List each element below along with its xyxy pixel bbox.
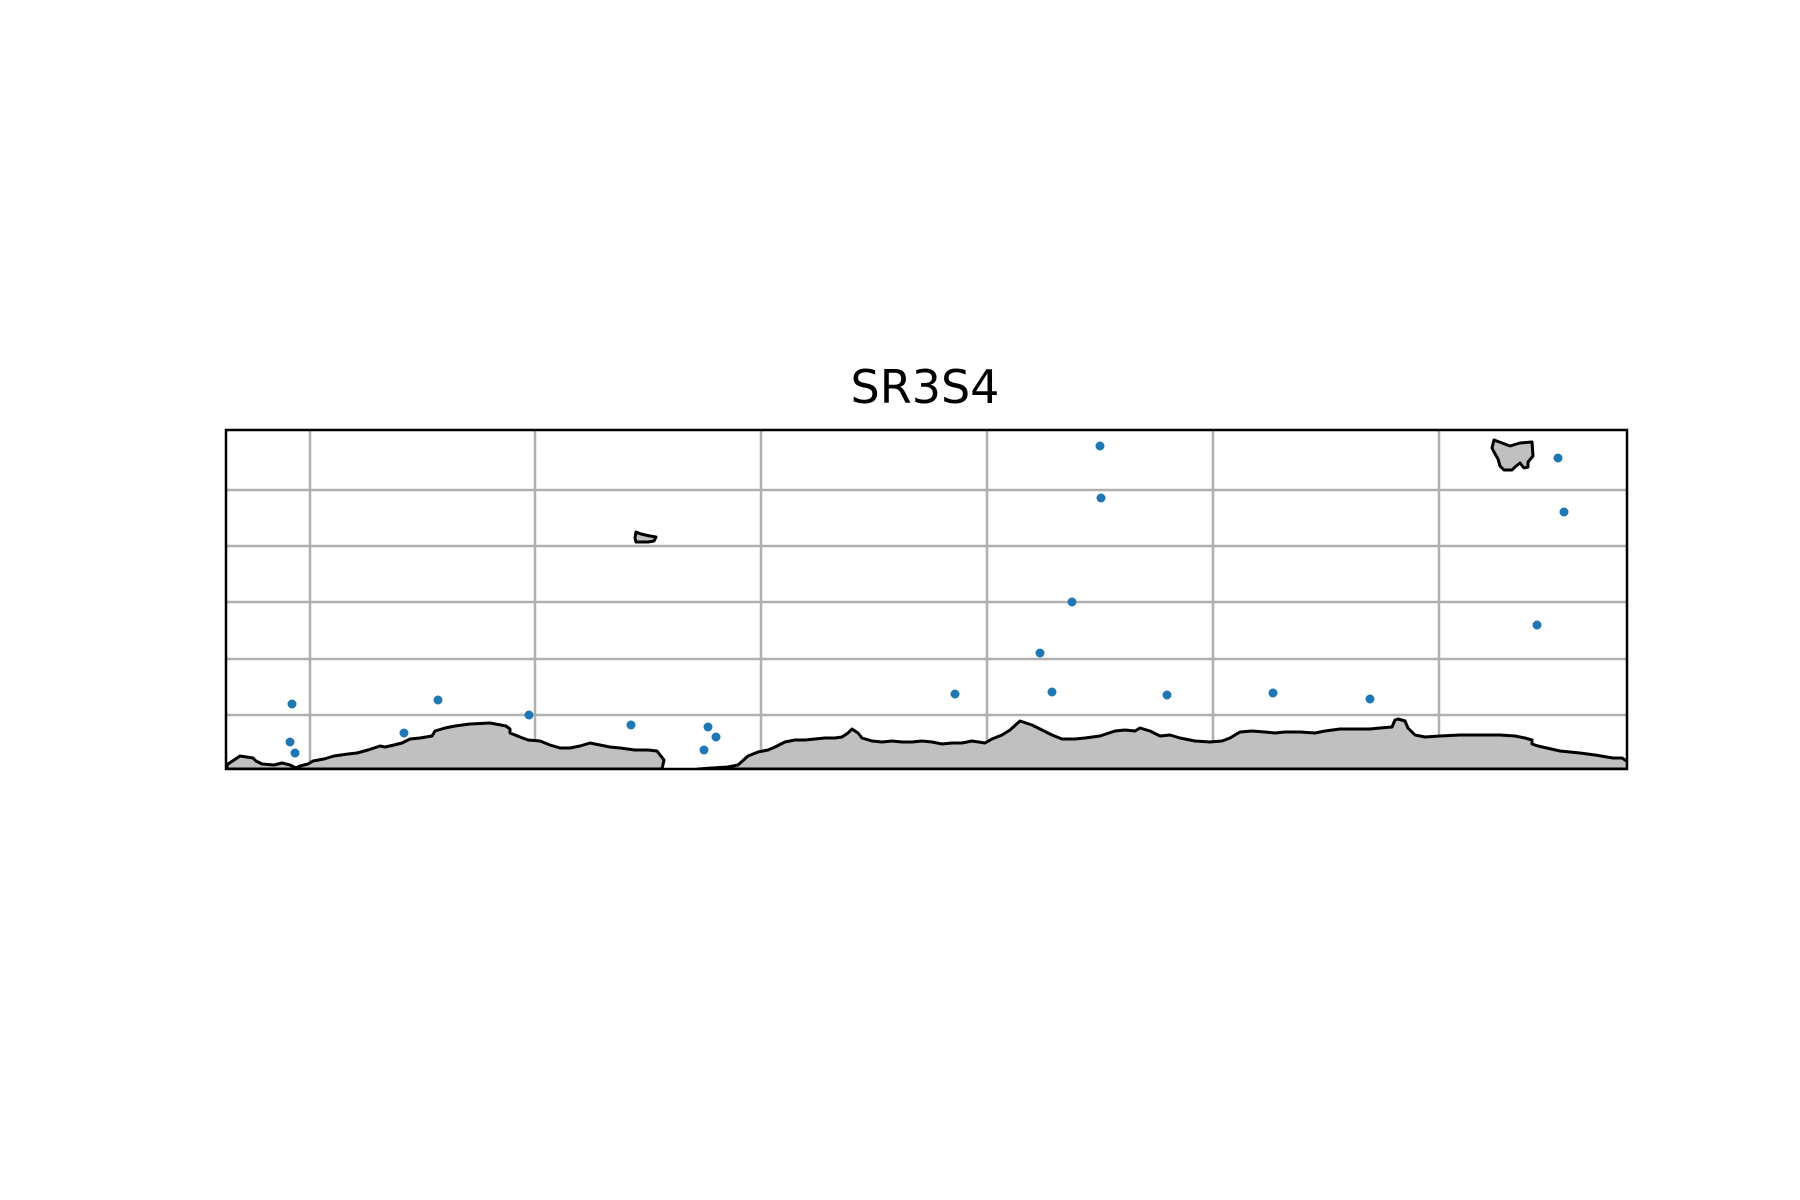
station-marker (699, 745, 709, 755)
station-marker (433, 695, 443, 705)
plot-area (226, 430, 1627, 769)
station-marker (1365, 694, 1375, 704)
station-marker (1532, 620, 1542, 630)
station-marker (1047, 687, 1057, 697)
station-marker (285, 737, 295, 747)
station-markers (285, 441, 1569, 758)
station-marker (1096, 493, 1106, 503)
station-marker (626, 720, 636, 730)
graticule (226, 430, 1627, 769)
station-marker (1035, 648, 1045, 658)
station-marker (950, 689, 960, 699)
station-marker (399, 728, 409, 738)
station-marker (1268, 688, 1278, 698)
tasmania-island (1490, 438, 1535, 472)
station-marker (524, 710, 534, 720)
antarctica-coast-west (226, 721, 666, 769)
station-marker (290, 748, 300, 758)
antarctica-coast-central (696, 717, 1627, 769)
station-marker (1553, 453, 1563, 463)
station-marker (1067, 597, 1077, 607)
small-island (633, 530, 658, 544)
station-marker (1095, 441, 1105, 451)
station-marker (1559, 507, 1569, 517)
map-title: SR3S4 (851, 360, 1000, 414)
map-frame (224, 428, 1629, 771)
station-marker (703, 722, 713, 732)
station-marker (1162, 690, 1172, 700)
station-marker (711, 732, 721, 742)
station-marker (287, 699, 297, 709)
